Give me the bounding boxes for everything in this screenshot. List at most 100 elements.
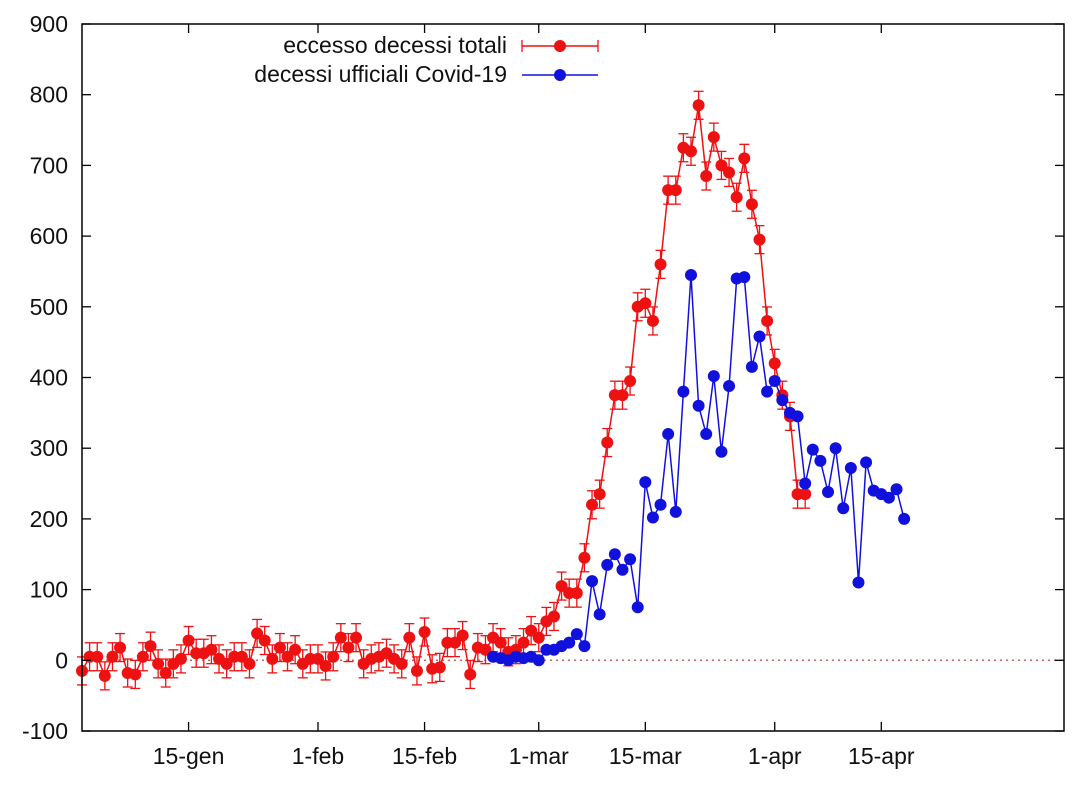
data-point [639, 297, 652, 310]
data-point [547, 610, 560, 623]
data-point [449, 636, 462, 649]
legend-label-official: decessi ufficiali Covid-19 [254, 61, 507, 87]
data-point [608, 548, 621, 561]
data-point [532, 631, 545, 644]
data-point [456, 629, 469, 642]
data-point [578, 640, 591, 653]
data-point [761, 314, 774, 327]
data-point [494, 636, 507, 649]
data-point [350, 631, 363, 644]
data-point [563, 636, 576, 649]
data-point [578, 551, 591, 564]
data-point [684, 145, 697, 158]
y-tick-label: 400 [30, 365, 68, 391]
series-line [81, 105, 806, 678]
data-point [791, 410, 804, 423]
data-point [707, 131, 720, 144]
data-point [395, 657, 408, 670]
x-tick-label: 15-mar [609, 743, 682, 769]
axis-layer: -100 0 100 200 300 400 500 600 700 800 900 15-gen 1-… [22, 11, 1064, 769]
data-point [700, 428, 713, 441]
data-point [738, 152, 751, 165]
legend-marker [554, 40, 566, 52]
data-point [311, 652, 324, 665]
x-tick-label: 1-feb [292, 743, 344, 769]
data-point [738, 271, 751, 284]
y-tick-label: 200 [30, 506, 68, 532]
data-point [136, 650, 149, 663]
data-point [433, 661, 446, 674]
data-point [730, 191, 743, 204]
data-point [677, 385, 690, 398]
y-tick-label: 900 [30, 11, 68, 37]
data-point [723, 379, 736, 392]
data-point [106, 650, 119, 663]
data-point [159, 667, 172, 680]
data-point [570, 628, 583, 641]
data-point [273, 641, 286, 654]
data-point [662, 428, 675, 441]
data-point [646, 314, 659, 327]
data-point [174, 652, 187, 665]
data-point [860, 456, 873, 469]
y-tick-label: 800 [30, 82, 68, 108]
data-point [692, 399, 705, 412]
data-point [814, 454, 827, 467]
data-point [768, 375, 781, 388]
data-point [844, 461, 857, 474]
data-point [616, 389, 629, 402]
data-point [715, 159, 728, 172]
data-point [266, 652, 279, 665]
data-point [837, 502, 850, 515]
data-point [251, 627, 264, 640]
data-point [753, 330, 766, 343]
x-tick-label: 15-apr [848, 743, 915, 769]
data-point [624, 553, 637, 566]
data-point [91, 650, 104, 663]
legend-sample-official [522, 69, 598, 81]
data-point [624, 375, 637, 388]
data-point [654, 258, 667, 271]
data-point [182, 634, 195, 647]
data-point [220, 657, 233, 670]
data-point [639, 476, 652, 489]
data-point [586, 575, 599, 588]
data-point [723, 166, 736, 179]
data-point [799, 488, 812, 501]
data-point [98, 669, 111, 682]
data-point [258, 634, 271, 647]
data-point [898, 512, 911, 525]
data-point [768, 357, 781, 370]
data-point [753, 233, 766, 246]
x-tick-label: 1-apr [748, 743, 802, 769]
data-point [700, 170, 713, 183]
data-point [205, 643, 218, 656]
data-point [745, 198, 758, 211]
y-tick-label: 0 [55, 647, 68, 673]
data-point [464, 668, 477, 681]
series-layer [76, 90, 911, 691]
legend-sample-excess [521, 40, 599, 52]
data-point [555, 580, 568, 593]
data-point [601, 436, 614, 449]
legend-label-excess: eccesso decessi totali [283, 32, 507, 58]
data-point [334, 631, 347, 644]
data-point [631, 601, 644, 614]
data-point [152, 657, 165, 670]
data-point [281, 650, 294, 663]
data-point [479, 643, 492, 656]
data-point [852, 576, 865, 589]
data-point [593, 608, 606, 621]
data-point [235, 650, 248, 663]
data-point [761, 385, 774, 398]
x-tick-label: 15-gen [153, 743, 225, 769]
y-tick-label: 700 [30, 152, 68, 178]
y-tick-label: 500 [30, 294, 68, 320]
data-point [829, 442, 842, 455]
data-point [684, 268, 697, 281]
data-point [692, 99, 705, 112]
x-tick-label: 1-mar [509, 743, 569, 769]
legend: eccesso decessi totali decessi ufficiali… [254, 32, 599, 87]
data-point [517, 636, 530, 649]
